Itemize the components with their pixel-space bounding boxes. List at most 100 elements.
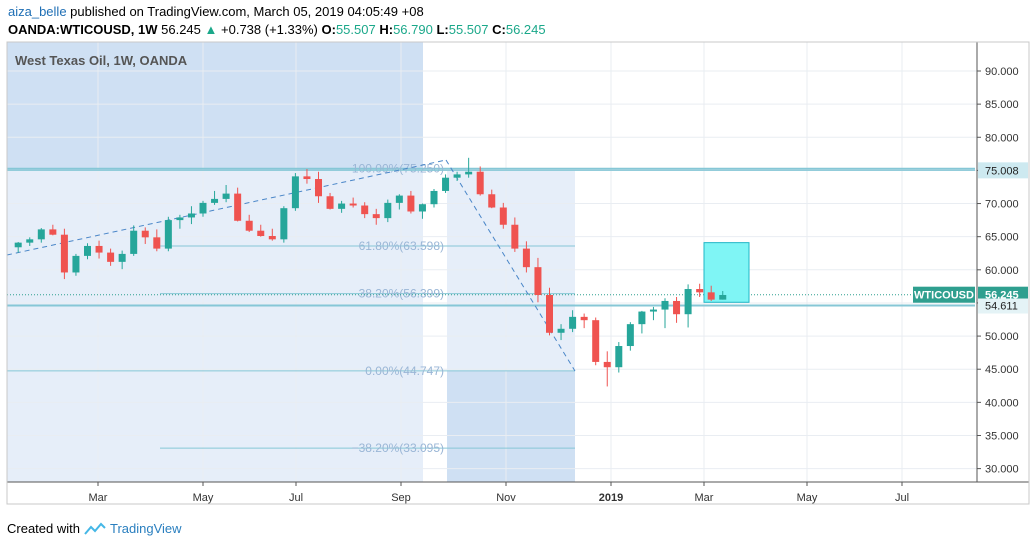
candle-body <box>649 309 657 312</box>
candle-body <box>222 193 230 199</box>
candle-body <box>442 177 450 191</box>
fib-level-label: 0.00%(44.747) <box>365 364 444 378</box>
candle-body <box>476 171 484 195</box>
created-with-text: Created with <box>7 521 80 536</box>
fib-level-label: 38.20%(56.399) <box>359 287 444 301</box>
price-change: +0.738 (+1.33%) <box>221 22 318 37</box>
low-value: 55.507 <box>448 22 489 37</box>
candle-body <box>107 252 115 262</box>
price-tag-support-label: 54.611 <box>985 301 1018 313</box>
x-tick-label: May <box>797 492 818 504</box>
shade-region-top <box>7 42 423 170</box>
x-tick-label: Mar <box>89 492 108 504</box>
fib-level-label: −38.20%(33.095) <box>352 441 444 455</box>
candle-body <box>211 198 219 203</box>
y-tick-label: 65.000 <box>985 232 1019 244</box>
candle-body <box>707 292 715 300</box>
y-tick-label: 90.000 <box>985 66 1019 78</box>
candle-body <box>580 316 588 321</box>
author-link[interactable]: aiza_belle <box>8 4 67 19</box>
shade-region-low <box>447 371 575 482</box>
candle-body <box>372 214 380 219</box>
candle-body <box>72 255 80 273</box>
high-value: 56.790 <box>393 22 433 37</box>
ohlc-line: OANDA:WTICOUSD, 1W 56.245 ▲ +0.738 (+1.3… <box>8 22 546 37</box>
candle-body <box>638 311 646 325</box>
y-tick-label: 60.000 <box>985 265 1019 277</box>
candle-body <box>592 320 600 362</box>
footer: Created with TradingView <box>7 521 182 536</box>
x-tick-label: Nov <box>496 492 516 504</box>
y-tick-label: 40.000 <box>985 397 1019 409</box>
candle-body <box>130 230 138 254</box>
y-tick-label: 35.000 <box>985 430 1019 442</box>
high-label: H: <box>379 22 394 37</box>
chart-frame <box>6 41 1030 505</box>
y-tick-label: 70.000 <box>985 199 1019 211</box>
candle-body <box>338 203 346 209</box>
candle-body <box>164 220 172 249</box>
tradingview-logo-icon <box>84 522 106 535</box>
candle-body <box>118 253 126 262</box>
y-tick-label: 30.000 <box>985 464 1019 476</box>
candle-body <box>234 193 242 221</box>
candle-body <box>26 239 34 243</box>
candle-body <box>430 190 438 205</box>
candle-body <box>384 202 392 219</box>
candle-body <box>546 294 553 333</box>
candle-body <box>153 237 161 249</box>
candle-body <box>60 234 68 273</box>
fib-level-label: 61.80%(63.598) <box>359 239 444 253</box>
published-text: published on TradingView.com, March 05, … <box>70 4 424 19</box>
open-value: 55.507 <box>335 22 376 37</box>
candle-body <box>176 217 184 221</box>
y-tick-label: 50.000 <box>985 331 1019 343</box>
candle-body <box>522 248 530 268</box>
x-tick-label: Jul <box>895 492 909 504</box>
y-tick-label: 80.000 <box>985 132 1019 144</box>
candle-body <box>661 300 669 310</box>
candle-body <box>615 346 623 368</box>
candle-body <box>719 294 727 300</box>
candle-body <box>245 220 253 231</box>
x-tick-label: Sep <box>391 492 411 504</box>
candle-body <box>418 204 426 212</box>
trend-line-up <box>6 159 447 256</box>
low-label: L: <box>436 22 449 37</box>
candle-body <box>268 236 276 240</box>
candle-body <box>499 207 507 225</box>
candle-body <box>407 195 415 212</box>
candle-body <box>684 289 692 315</box>
candle-body <box>626 324 634 347</box>
y-tick-label: 85.000 <box>985 99 1019 111</box>
chart-title: West Texas Oil, 1W, OANDA <box>15 53 188 68</box>
candle-body <box>49 229 57 235</box>
publish-line: aiza_belle published on TradingView.com,… <box>8 4 424 19</box>
last-price: 56.245 <box>161 22 201 37</box>
candle-body <box>14 242 22 248</box>
candle-body <box>696 289 704 293</box>
candle-body <box>141 230 149 238</box>
candle-body <box>603 361 611 368</box>
candle-body <box>361 205 369 215</box>
open-label: O: <box>321 22 336 37</box>
candle-body <box>187 213 195 218</box>
candle-body <box>84 245 91 256</box>
price-tag-resistance-label: 75.008 <box>985 165 1019 177</box>
candle-body <box>326 196 334 209</box>
symbol-line: OANDA:WTICOUSD, 1W <box>8 22 158 37</box>
up-arrow-icon: ▲ <box>204 22 218 37</box>
candle-body <box>395 195 403 203</box>
candle-body <box>673 300 681 315</box>
symbol-tag-label: WTICOUSD <box>914 290 974 302</box>
candle-body <box>557 328 565 333</box>
candle-body <box>569 316 577 329</box>
x-tick-label: May <box>193 492 214 504</box>
tradingview-brand-link[interactable]: TradingView <box>109 521 182 536</box>
candle-body <box>465 171 473 175</box>
price-tag-resistance <box>978 162 1028 179</box>
close-value: 56.245 <box>505 22 546 37</box>
candle-body <box>534 267 542 295</box>
candle-body <box>199 202 207 214</box>
